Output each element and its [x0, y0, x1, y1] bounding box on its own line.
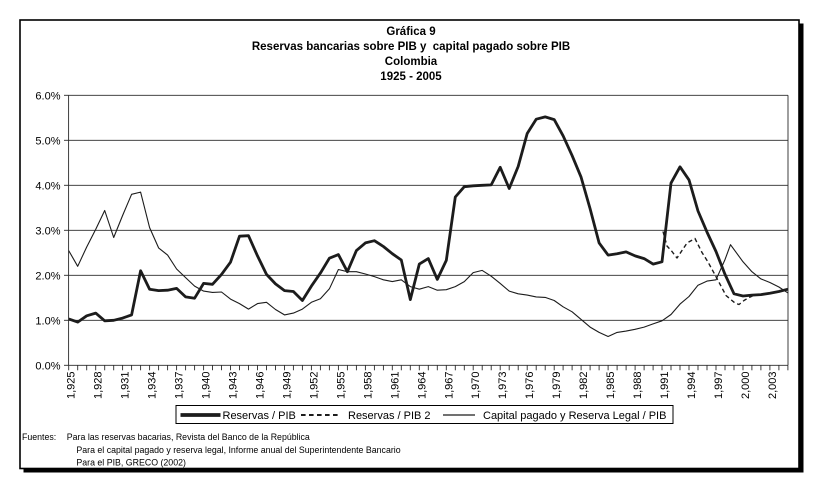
svg-text:4.0%: 4.0%: [35, 180, 60, 192]
svg-text:Para las reservas bacarias, Re: Para las reservas bacarias, Revista del …: [67, 432, 310, 442]
svg-text:1,943: 1,943: [228, 372, 240, 400]
svg-text:Capital pagado y Reserva Legal: Capital pagado y Reserva Legal / PIB: [483, 410, 666, 422]
svg-text:Colombia: Colombia: [385, 56, 438, 68]
svg-text:1,976: 1,976: [524, 372, 536, 400]
svg-text:1,946: 1,946: [255, 372, 267, 400]
svg-text:Reservas / PIB: Reservas / PIB: [223, 410, 296, 422]
svg-text:2.0%: 2.0%: [35, 270, 60, 282]
svg-text:1,985: 1,985: [605, 372, 617, 400]
svg-text:1,988: 1,988: [632, 372, 644, 400]
svg-text:1,937: 1,937: [174, 372, 186, 400]
svg-text:Para el PIB, GRECO (2002): Para el PIB, GRECO (2002): [76, 458, 186, 468]
svg-text:1,952: 1,952: [308, 372, 320, 400]
svg-text:1,958: 1,958: [362, 372, 374, 400]
svg-text:1,964: 1,964: [416, 372, 428, 400]
svg-text:3.0%: 3.0%: [35, 225, 60, 237]
svg-text:Para el capital pagado y reser: Para el capital pagado y reserva legal, …: [76, 445, 400, 455]
svg-text:1,949: 1,949: [282, 372, 294, 400]
svg-text:1,997: 1,997: [713, 372, 725, 400]
svg-text:2,000: 2,000: [740, 372, 752, 400]
svg-text:1,961: 1,961: [389, 372, 401, 400]
svg-text:Fuentes:: Fuentes:: [22, 432, 56, 442]
svg-text:1,967: 1,967: [443, 372, 455, 400]
svg-text:1,979: 1,979: [551, 372, 563, 400]
svg-text:Gráfica 9: Gráfica 9: [386, 26, 435, 38]
svg-text:1925 - 2005: 1925 - 2005: [380, 71, 442, 83]
svg-text:1,973: 1,973: [497, 372, 509, 400]
svg-text:1,982: 1,982: [578, 372, 590, 400]
svg-text:0.0%: 0.0%: [35, 360, 60, 372]
svg-text:1,934: 1,934: [147, 372, 159, 400]
svg-text:1,991: 1,991: [659, 372, 671, 400]
svg-text:1,925: 1,925: [66, 372, 78, 400]
svg-text:1,970: 1,970: [470, 372, 482, 400]
svg-text:1,955: 1,955: [335, 372, 347, 400]
svg-text:Reservas bancarias sobre PIB y: Reservas bancarias sobre PIB y capital p…: [252, 41, 570, 53]
svg-text:Reservas / PIB 2: Reservas / PIB 2: [348, 410, 431, 422]
svg-text:5.0%: 5.0%: [35, 135, 60, 147]
svg-text:1,928: 1,928: [93, 372, 105, 400]
svg-text:2,003: 2,003: [767, 372, 779, 400]
svg-text:1,940: 1,940: [201, 372, 213, 400]
svg-text:1,994: 1,994: [686, 372, 698, 400]
svg-text:1,931: 1,931: [120, 372, 132, 400]
svg-text:6.0%: 6.0%: [35, 90, 60, 102]
svg-text:1.0%: 1.0%: [35, 315, 60, 327]
